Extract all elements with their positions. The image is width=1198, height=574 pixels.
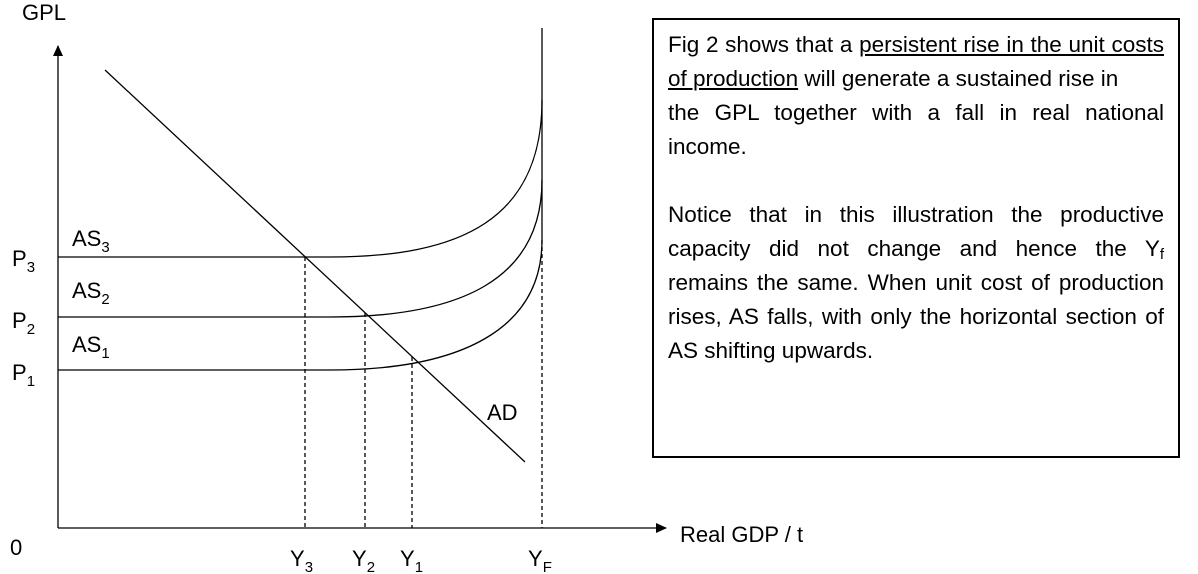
output-label: YF	[528, 546, 552, 574]
output-label-main: Y	[352, 546, 367, 571]
text: Notice that in this illustration the pro…	[668, 202, 1164, 261]
price-label: P3	[12, 246, 35, 276]
as1-curve	[58, 239, 543, 371]
output-label-sub: 2	[367, 559, 375, 574]
text: the GPL together with a fall in real nat…	[668, 100, 1164, 159]
as-label: AS1	[72, 332, 110, 362]
price-label-sub: 3	[27, 259, 35, 276]
output-label-sub: 3	[305, 559, 313, 574]
price-label-sub: 1	[27, 373, 35, 390]
output-label-sub: 1	[415, 559, 423, 574]
text-box: Fig 2 shows that a persistent rise in th…	[652, 18, 1180, 458]
price-label-main: P	[12, 308, 27, 333]
output-label: Y1	[400, 546, 423, 574]
output-label-sub: F	[543, 559, 552, 574]
output-label-main: Y	[528, 546, 543, 571]
y-axis-label: GPL	[22, 0, 66, 25]
output-label: Y2	[352, 546, 375, 574]
paragraph: Fig 2 shows that a persistent rise in th…	[668, 28, 1164, 164]
output-label: Y3	[290, 546, 313, 574]
price-label-main: P	[12, 360, 27, 385]
paragraph: Notice that in this illustration the pro…	[668, 198, 1164, 368]
price-label-main: P	[12, 246, 27, 271]
as2-curve	[58, 179, 543, 318]
as3-curve	[58, 99, 543, 258]
output-label-main: Y	[400, 546, 415, 571]
ad-curve	[104, 69, 526, 463]
text: remains the same. When unit cost of prod…	[668, 270, 1164, 363]
price-label-sub: 2	[27, 321, 35, 338]
as-label-sub: 2	[101, 291, 109, 308]
as-label: AS3	[72, 226, 110, 256]
ad-label: AD	[487, 400, 518, 425]
price-label: P2	[12, 308, 35, 338]
as-label-main: AS	[72, 332, 101, 357]
origin-label: 0	[10, 535, 22, 560]
as-label-main: AS	[72, 278, 101, 303]
as-label: AS2	[72, 278, 110, 308]
text: Fig 2 shows that a	[668, 32, 860, 57]
text: will generate a sustained rise in	[798, 66, 1119, 91]
symbol: Y	[1144, 236, 1160, 261]
symbol-subscript: f	[1159, 246, 1164, 263]
x-axis-label: Real GDP / t	[680, 522, 803, 547]
underlined-text: persistent rise in the unit costs of pro…	[668, 32, 1164, 91]
price-label: P1	[12, 360, 35, 390]
as-label-sub: 3	[101, 239, 109, 256]
as-label-sub: 1	[101, 345, 109, 362]
output-label-main: Y	[290, 546, 305, 571]
as-label-main: AS	[72, 226, 101, 251]
